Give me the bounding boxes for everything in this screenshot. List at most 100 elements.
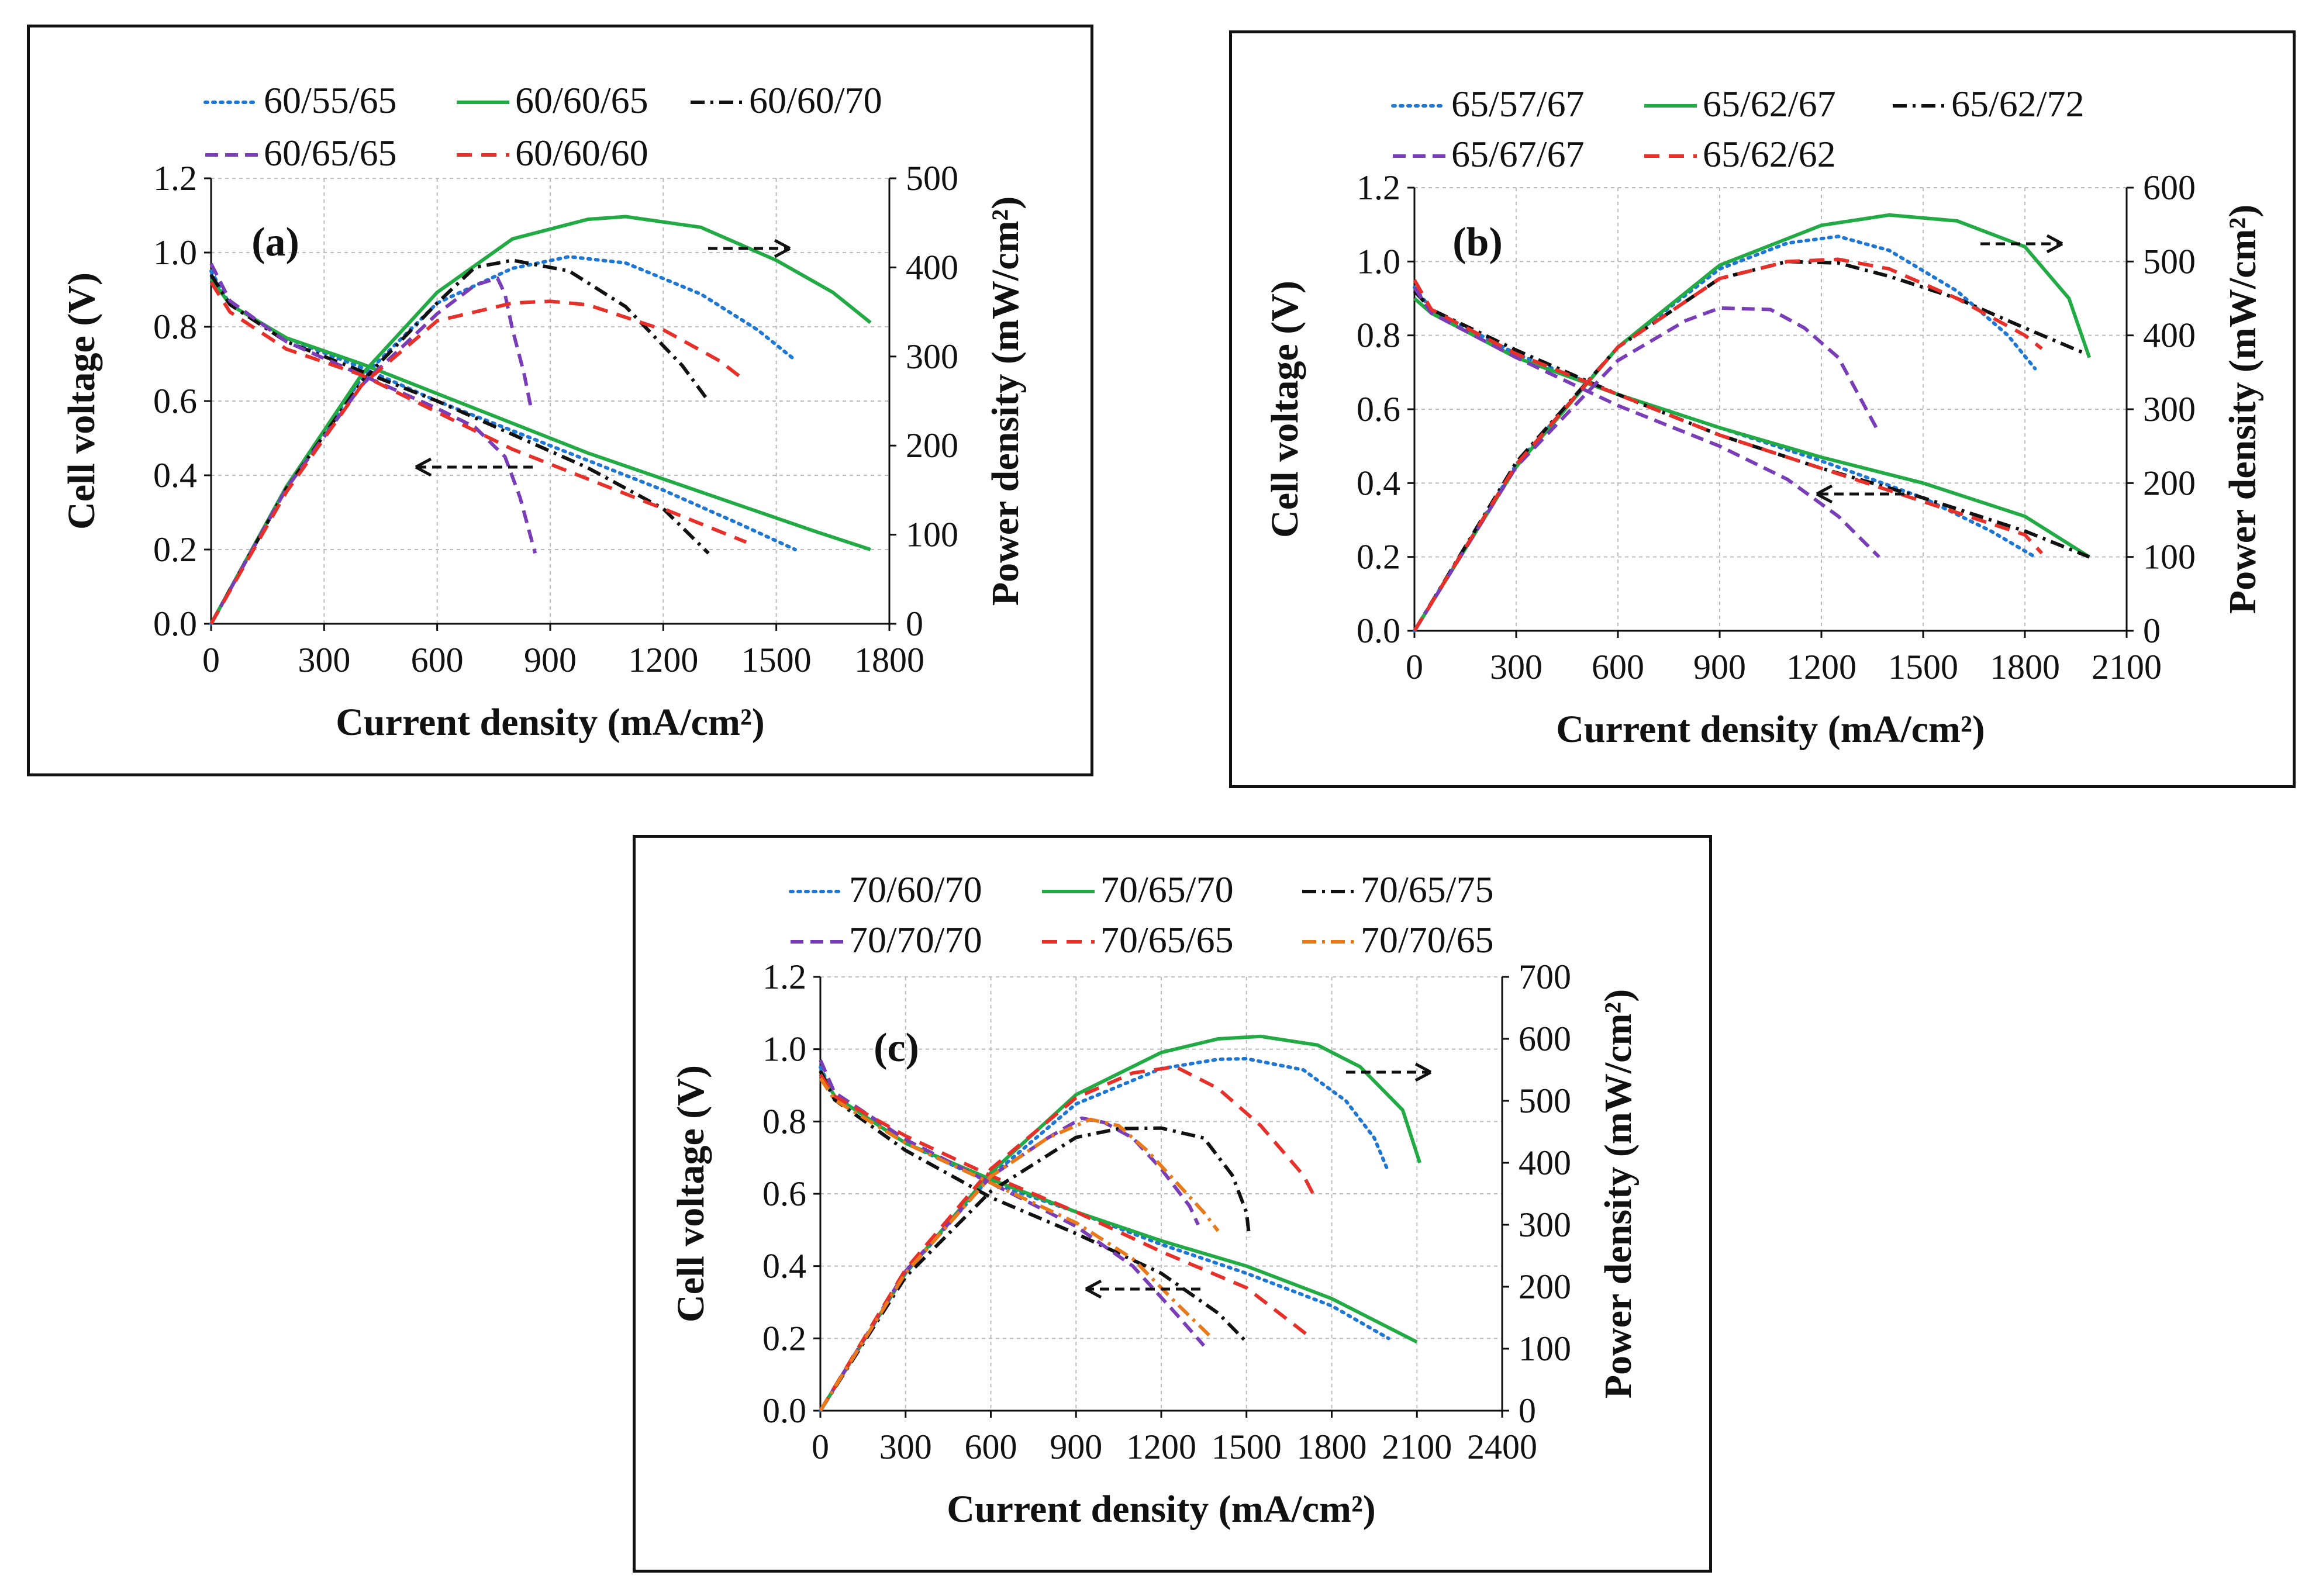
y2-tick-label: 700 [1519,958,1571,996]
y-tick-label: 0.8 [762,1102,806,1141]
arrow-to-voltage-axis [415,457,533,477]
chart-panel-c: 0 300 600 900 1200 1500 1800 2100 2400 0.0 0.2 0.4 0… [633,835,1712,1573]
x-tick-label: 1200 [628,641,698,679]
y-tick-label: 0.8 [1357,316,1400,355]
legend-item: 65/62/72 [1893,83,2085,125]
voltage-line [819,1070,1418,1344]
legend-item: 60/55/65 [203,80,397,121]
y2-tick-label: 600 [2143,168,2196,207]
chart-c-plot: 0 300 600 900 1200 1500 1800 2100 2400 0.0 0.2 0.4 0… [670,869,1640,1531]
y-tick-label: 0.6 [762,1174,806,1213]
legend-label: 70/70/65 [1361,919,1494,961]
panel-label: (a) [251,220,299,265]
legend-label: 60/65/65 [264,132,397,174]
arrow-to-power-axis [708,239,791,258]
x-axis-title: Current density (mA/cm²) [947,1488,1375,1531]
chart-a-plot: 0 300 600 900 1200 1500 1800 0.0 0.2 0.4 0.6 0.8 1.0… [60,80,1027,744]
grid [1414,187,2127,631]
power-line [209,276,533,625]
y2-tick-label: 300 [906,337,958,376]
y-tick-label: 0.2 [1357,538,1400,576]
y-tick-label: 1.0 [762,1030,806,1069]
x-tick-label: 0 [1406,648,1423,686]
legend-item: 60/60/60 [457,132,648,174]
power-line [819,1117,1220,1412]
y-tick-label: 0.0 [1357,612,1400,650]
power-line [209,258,710,625]
y2-tick-label: 500 [906,159,958,198]
y2-tick-label: 400 [2143,316,2196,355]
legend-label: 60/60/65 [515,80,648,121]
power-line [1413,260,2087,632]
series-70-65-70 [819,1034,1421,1412]
grid [820,976,1503,1411]
y2-axis-title: Power density (mW/cm²) [984,196,1027,606]
legend: 65/57/67 65/62/67 65/62/72 65/67/67 65/62/62 [1391,83,2085,175]
x-tick-label: 0 [202,641,220,679]
y2-tick-label: 500 [2143,242,2196,281]
legend-item: 65/62/67 [1644,83,1836,125]
chart-panel-b: 0 300 600 900 1200 1500 1800 2100 0.0 0.2 0.4 0.6 0.… [1229,30,2296,788]
power-line [1413,234,2037,633]
x-tick-label: 1500 [1888,648,1958,686]
y2-tick-label: 300 [1519,1205,1571,1244]
legend-label: 70/70/70 [849,919,982,961]
legend-item: 60/65/65 [205,132,397,174]
legend-label: 65/62/67 [1703,83,1836,125]
y-tick-label: 0.4 [1357,464,1400,502]
series-65-67-67 [1413,286,1881,632]
y2-tick-label: 100 [1519,1329,1571,1368]
x-tick-label: 600 [411,641,464,679]
power-line [819,1034,1421,1412]
x-axis-title: Current density (mA/cm²) [1556,708,1985,751]
legend-item: 70/60/70 [789,869,982,910]
series-60-60-60 [209,281,747,625]
x-tick-label: 900 [524,641,577,679]
y-tick-label: 0.0 [153,604,197,643]
voltage-line [819,1059,1206,1347]
x-tick-label: 1500 [741,641,812,679]
panel-label: (c) [874,1025,919,1070]
y2-tick-label: 100 [906,516,958,554]
legend-label: 70/65/75 [1361,869,1494,910]
legend-item: 65/62/62 [1644,133,1836,175]
power-line [819,1065,1317,1412]
series-70-70-65 [819,1077,1220,1412]
x-tick-label: 1800 [1297,1428,1367,1466]
y-axis-title: Cell voltage (V) [1264,281,1306,538]
y2-tick-label: 100 [2143,538,2196,576]
x-tick-label: 2400 [1467,1428,1537,1466]
voltage-line [819,1073,1313,1340]
y2-tick-label: 600 [1519,1020,1571,1058]
x-tick-label: 1200 [1786,648,1856,686]
series-60-60-70 [209,258,710,625]
series-60-55-65 [209,255,797,626]
y2-tick-label: 200 [2143,464,2196,502]
y2-tick-label: 200 [906,426,958,465]
power-line [209,299,747,625]
x-tick-label: 1200 [1126,1428,1196,1466]
chart-panel-a: 0 300 600 900 1200 1500 1800 0.0 0.2 0.4 0.6 0.8 1.0… [27,25,1093,776]
legend-label: 70/60/70 [849,869,982,910]
series-60-60-65 [209,215,872,625]
y-tick-label: 0.6 [153,382,197,420]
legend-item: 65/57/67 [1391,83,1585,125]
voltage-line [209,281,747,544]
x-tick-label: 1800 [854,641,924,679]
voltage-line [209,262,537,554]
legend-item: 70/65/65 [1042,919,1234,961]
legend-label: 70/65/70 [1100,869,1234,910]
legend-label: 65/57/67 [1451,83,1585,125]
legend-item: 70/65/70 [1042,869,1234,910]
legend-item: 65/67/67 [1393,133,1585,175]
panel-label: (b) [1452,220,1503,265]
y2-axis-title: Power density (mW/cm²) [1597,989,1640,1398]
legend-label: 65/62/72 [1951,83,2085,125]
y-tick-label: 0.0 [762,1391,806,1430]
x-tick-label: 1800 [1990,648,2060,686]
y-tick-label: 1.2 [153,159,197,198]
power-line [209,215,872,625]
legend-label: 60/60/60 [515,132,648,174]
arrow-to-voltage-axis [1085,1279,1200,1299]
x-tick-label: 300 [1490,648,1542,686]
